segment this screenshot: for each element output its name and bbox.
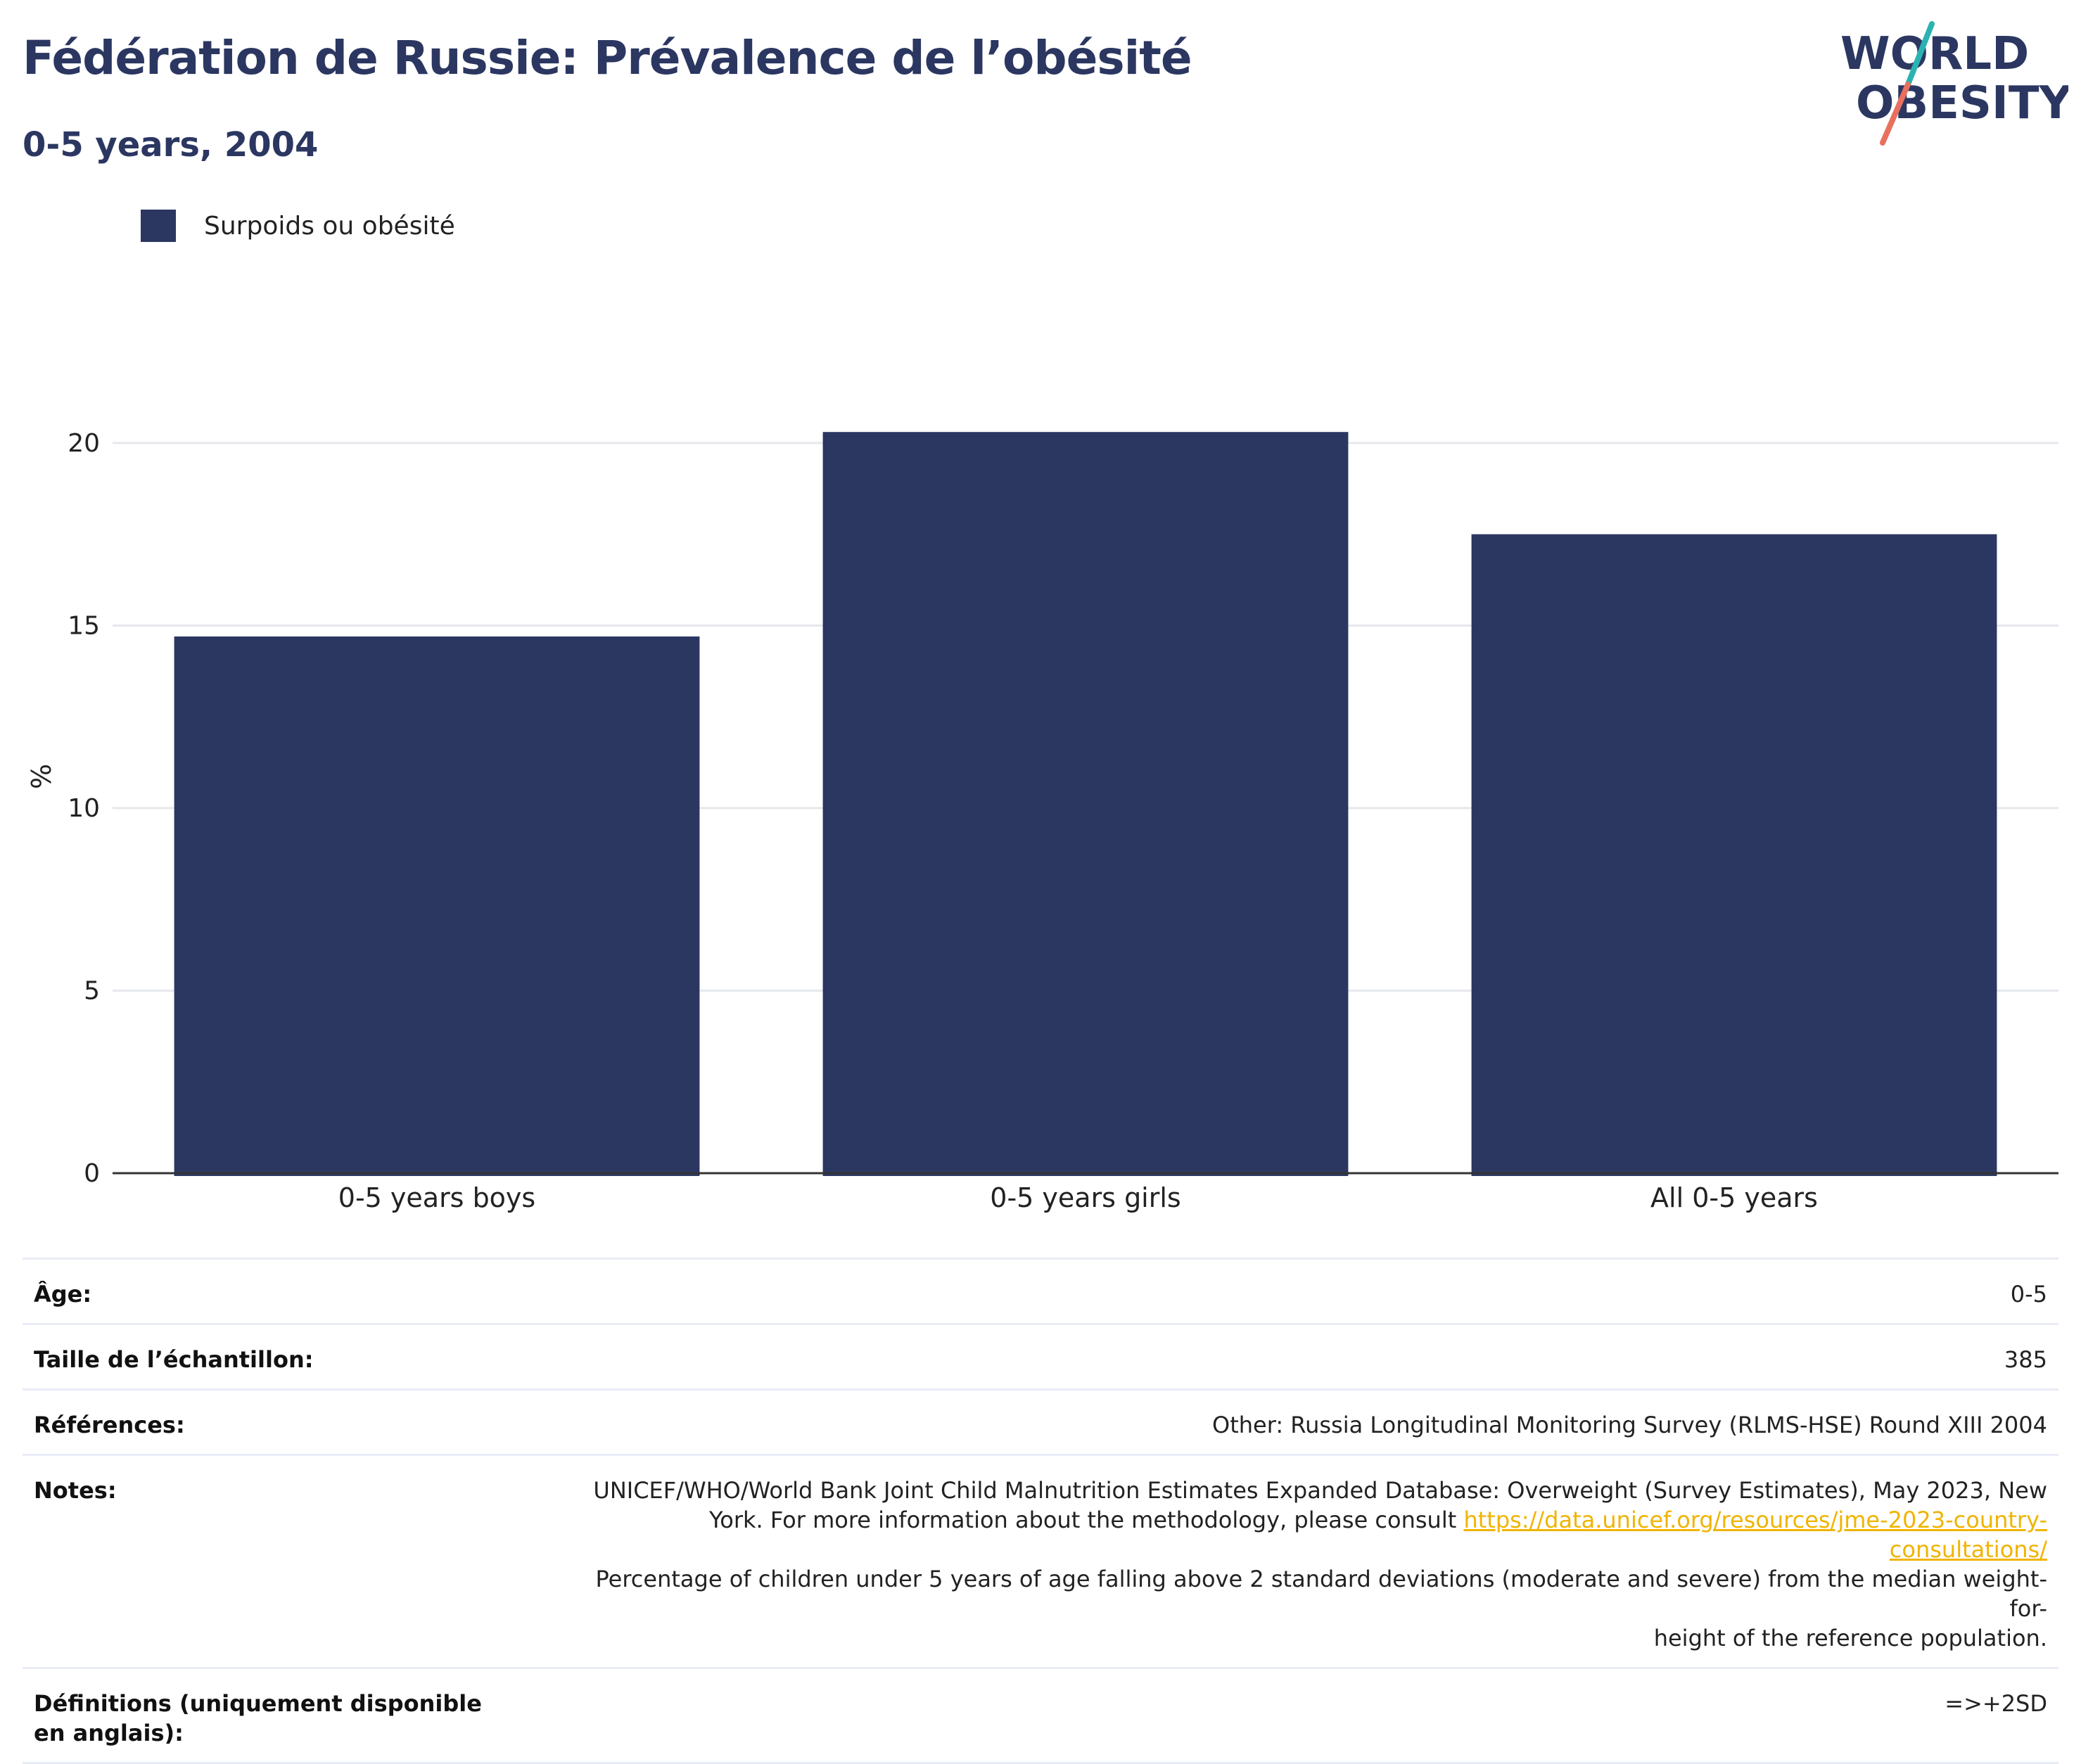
y-tick-label: 10 [68,794,100,823]
meta-notes-value: UNICEF/WHO/World Bank Joint Child Malnut… [570,1476,2047,1653]
legend-swatch [141,210,176,242]
notes-methodology-link[interactable]: https://data.unicef.org/resources/jme-20… [1463,1507,2047,1563]
meta-sample-value: 385 [2004,1346,2047,1373]
notes-line-1: UNICEF/WHO/World Bank Joint Child Malnut… [593,1477,2047,1504]
logo-slash-top [1905,21,1935,87]
y-tick-label: 15 [68,611,100,640]
y-tick-label: 5 [84,976,100,1005]
meta-defs-label: Définitions (uniquement disponible en an… [34,1690,482,1746]
x-tick-label: 0-5 years boys [338,1182,535,1213]
logo-line1: WORLD [1840,28,2029,80]
page-subtitle: 0-5 years, 2004 [23,125,319,165]
meta-sample-label: Taille de l’échantillon: [34,1346,314,1373]
bar [174,636,700,1176]
chart-legend[interactable]: Surpoids ou obésité [141,210,455,242]
meta-row-age: Âge: 0-5 [23,1258,2058,1323]
meta-row-sample: Taille de l’échantillon: 385 [23,1323,2058,1388]
x-tick-label: All 0-5 years [1650,1182,1818,1213]
notes-line-4: height of the reference population. [1653,1625,2047,1651]
y-tick-label: 0 [84,1159,100,1188]
meta-age-value: 0-5 [2010,1281,2047,1308]
page-title: Fédération de Russie: Prévalence de l’ob… [23,31,1192,85]
bar [1471,534,1997,1176]
notes-line-3: Percentage of children under 5 years of … [595,1566,2048,1622]
notes-line-2: York. For more information about the met… [708,1507,1464,1533]
meta-age-label: Âge: [34,1281,92,1308]
y-axis-label: % [26,764,57,789]
meta-defs-value: =>+2SD [1945,1690,2047,1717]
meta-refs-value: Other: Russia Longitudinal Monitoring Su… [1212,1412,2047,1438]
meta-row-references: Références: Other: Russia Longitudinal M… [23,1388,2058,1454]
metadata-table: Âge: 0-5 Taille de l’échantillon: 385 Ré… [23,1258,2058,1764]
x-tick-label: 0-5 years girls [990,1182,1180,1213]
bar [822,432,1349,1176]
y-tick-label: 20 [68,429,100,458]
bar-chart: 0 5 10 15 20% 0-5 years boys 0-5 years girls Al… [26,429,2058,1213]
legend-label: Surpoids ou obésité [204,211,455,241]
meta-row-notes: Notes: UNICEF/WHO/World Bank Joint Child… [23,1454,2058,1667]
meta-notes-label: Notes: [34,1477,117,1504]
meta-row-definitions: Définitions (uniquement disponible en an… [23,1667,2058,1764]
world-obesity-logo: WORLD OBESITY [1840,21,2068,146]
logo-slash-bottom [1880,82,1911,146]
meta-refs-label: Références: [34,1412,185,1438]
